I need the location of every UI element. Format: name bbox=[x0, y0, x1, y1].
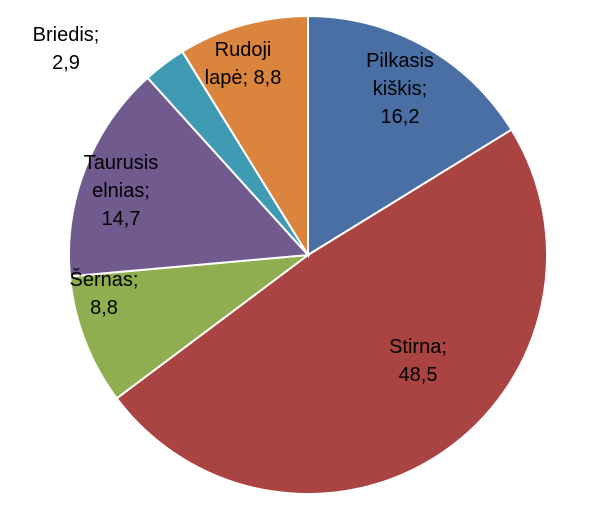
pie-labels: Pilkasis kiškis; 16,2 Stirna; 48,5 Šernas; 8,8… bbox=[33, 24, 447, 386]
pie-slices bbox=[68, 14, 548, 495]
pie-slice-taurusis-elnias bbox=[68, 76, 311, 278]
data-label: Rudoji lapė; 8,8 bbox=[205, 39, 282, 89]
pie-slice-pilkasis-kiškis bbox=[307, 14, 513, 257]
data-label: Pilkasis kiškis; 16,2 bbox=[366, 50, 434, 128]
data-label: Taurusis elnias; 14,7 bbox=[84, 152, 158, 230]
data-label: Briedis; 2,9 bbox=[33, 24, 100, 74]
pie-slice-rudoji-lapė bbox=[180, 14, 309, 259]
data-label: Šernas; 8,8 bbox=[70, 268, 139, 319]
data-label: Stirna; 48,5 bbox=[389, 336, 447, 386]
pie-slice-stirna bbox=[115, 128, 548, 495]
pie-slice-šernas bbox=[68, 253, 312, 400]
